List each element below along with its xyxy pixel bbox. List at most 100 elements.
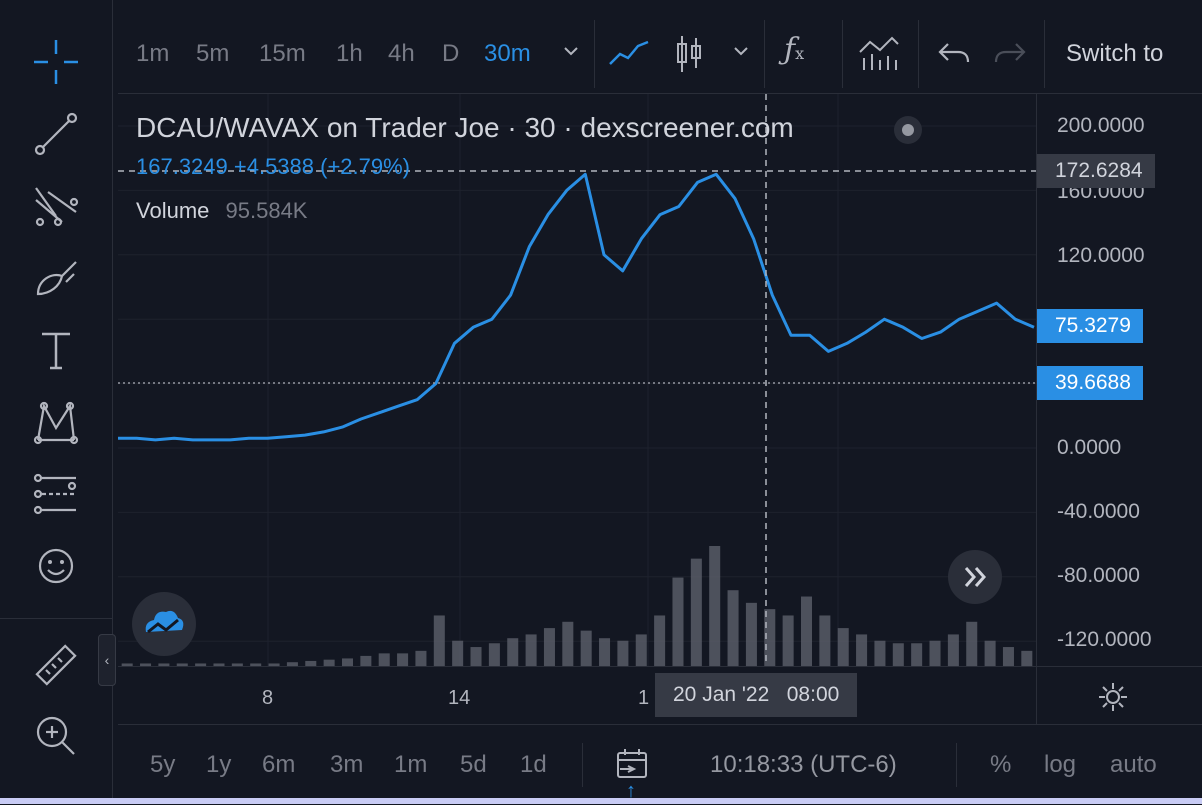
crosshair-price-label: 172.6284 xyxy=(1037,154,1155,188)
prediction-icon[interactable] xyxy=(26,464,86,524)
volume-bar xyxy=(323,659,335,666)
range-3m[interactable]: 3m xyxy=(330,751,364,778)
volume-bar xyxy=(984,640,996,666)
templates-icon[interactable] xyxy=(858,34,900,79)
time-tick: 14 xyxy=(448,687,471,709)
last-price-label: 75.3279 xyxy=(1037,309,1143,343)
volume-bar xyxy=(378,653,390,666)
axis-corner xyxy=(1036,666,1202,725)
volume-bar xyxy=(672,577,684,666)
bottom-toolbar: 5y 1y 6m 3m 1m 5d 1d 10:18:33 (UTC-6) % … xyxy=(118,724,1202,805)
time-axis[interactable]: 8 14 1 20 Jan '22 08:00 xyxy=(118,666,1036,725)
volume-bar xyxy=(507,638,519,666)
interval-30m-active[interactable]: 30m xyxy=(484,40,531,67)
status-dot-inner xyxy=(902,124,914,136)
pattern-icon[interactable] xyxy=(26,392,86,452)
volume-bar xyxy=(745,602,757,666)
volume-bar xyxy=(1021,650,1033,666)
price-tick: -40.0000 xyxy=(1057,500,1140,523)
volume-value: 95.584K xyxy=(225,198,308,223)
chart-pane[interactable]: DCAU/WAVAX on Trader Joe · 30 · dexscree… xyxy=(118,94,1036,666)
volume-bar xyxy=(543,628,555,666)
ruler-icon[interactable] xyxy=(26,636,86,696)
price-axis[interactable]: 200.0000 160.0000 120.0000 0.0000 -40.00… xyxy=(1036,94,1202,666)
chevron-down-icon[interactable] xyxy=(562,42,580,65)
dexscreener-logo-icon[interactable] xyxy=(132,592,196,656)
interval-4h[interactable]: 4h xyxy=(388,40,415,67)
price-tick: -80.0000 xyxy=(1057,564,1140,587)
price-marker-label: 39.6688 xyxy=(1037,366,1143,400)
volume-bar xyxy=(195,663,207,666)
redo-icon[interactable] xyxy=(994,40,1026,73)
volume-bar xyxy=(617,640,629,666)
log-toggle[interactable]: log xyxy=(1044,751,1077,778)
volume-bar xyxy=(800,596,813,666)
toolbar-separator xyxy=(1044,20,1045,88)
arrow-up-icon: ↑ xyxy=(626,780,636,802)
volume-bar xyxy=(947,634,959,666)
volume-bar xyxy=(635,634,647,666)
price-tick: -120.0000 xyxy=(1057,628,1152,651)
price-chart[interactable] xyxy=(118,94,1036,666)
range-1m[interactable]: 1m xyxy=(394,751,428,778)
interval-5m[interactable]: 5m xyxy=(196,40,230,67)
indicators-fx-icon[interactable]: ƒx xyxy=(784,32,805,67)
volume-bar xyxy=(690,558,702,666)
scroll-to-realtime-button[interactable] xyxy=(948,550,1002,604)
volume-bar xyxy=(341,658,354,666)
volume-bar xyxy=(929,640,941,666)
volume-bar xyxy=(231,663,243,666)
undo-icon[interactable] xyxy=(938,40,970,73)
auto-toggle[interactable]: auto xyxy=(1110,751,1157,778)
smiley-icon[interactable] xyxy=(26,536,86,596)
toolbar-separator xyxy=(918,20,919,88)
interval-1h[interactable]: 1h xyxy=(336,40,363,67)
calendar-goto-icon[interactable] xyxy=(614,747,650,786)
line-chart-icon[interactable] xyxy=(608,36,650,75)
collapse-toolbar-button[interactable]: ‹ xyxy=(98,634,116,686)
volume-bar xyxy=(727,590,739,666)
candles-icon[interactable] xyxy=(674,34,704,79)
volume-bar xyxy=(764,609,776,666)
volume-bar xyxy=(709,546,721,666)
volume-bar xyxy=(286,662,298,666)
interval-15m[interactable]: 15m xyxy=(259,40,306,67)
volume-bar xyxy=(654,615,666,666)
price-tick: 0.0000 xyxy=(1057,436,1122,459)
crosshair-icon[interactable] xyxy=(26,32,86,92)
chevron-down-icon[interactable] xyxy=(732,42,750,65)
trend-line-icon[interactable] xyxy=(26,104,86,164)
range-6m[interactable]: 6m xyxy=(262,751,296,778)
fib-retracement-icon[interactable] xyxy=(26,176,86,236)
volume-bar xyxy=(121,663,133,666)
top-toolbar: 1m 5m 15m 1h 4h D 30m ƒx Switch to xyxy=(118,14,1202,94)
toolbar-border xyxy=(118,93,1202,94)
volume-bar xyxy=(360,655,372,666)
range-1d[interactable]: 1d xyxy=(520,751,547,778)
range-1y[interactable]: 1y xyxy=(206,751,232,778)
status-dot-icon[interactable] xyxy=(894,116,922,144)
price-tick: 200.0000 xyxy=(1057,114,1145,137)
volume-bar xyxy=(580,630,592,666)
zoom-in-icon[interactable] xyxy=(26,706,86,766)
switch-button[interactable]: Switch to xyxy=(1066,40,1164,67)
percent-toggle[interactable]: % xyxy=(990,751,1012,778)
volume-bar xyxy=(452,640,464,666)
volume-bar xyxy=(782,615,794,666)
clock-timezone[interactable]: 10:18:33 (UTC-6) xyxy=(710,751,897,778)
volume-bar xyxy=(525,634,537,666)
range-5y[interactable]: 5y xyxy=(150,751,176,778)
volume-bar xyxy=(488,643,500,666)
volume-bar xyxy=(874,640,886,666)
range-5d[interactable]: 5d xyxy=(460,751,487,778)
volume-bar xyxy=(250,663,262,666)
settings-gear-icon[interactable] xyxy=(1097,681,1129,718)
volume-bar xyxy=(837,628,849,666)
interval-d[interactable]: D xyxy=(442,40,460,67)
price-series-line xyxy=(118,172,1035,442)
brush-icon[interactable] xyxy=(26,248,86,308)
volume-bar xyxy=(1002,647,1014,666)
text-tool-icon[interactable] xyxy=(26,320,86,380)
volume-bar xyxy=(966,621,978,666)
interval-1m[interactable]: 1m xyxy=(136,40,170,67)
